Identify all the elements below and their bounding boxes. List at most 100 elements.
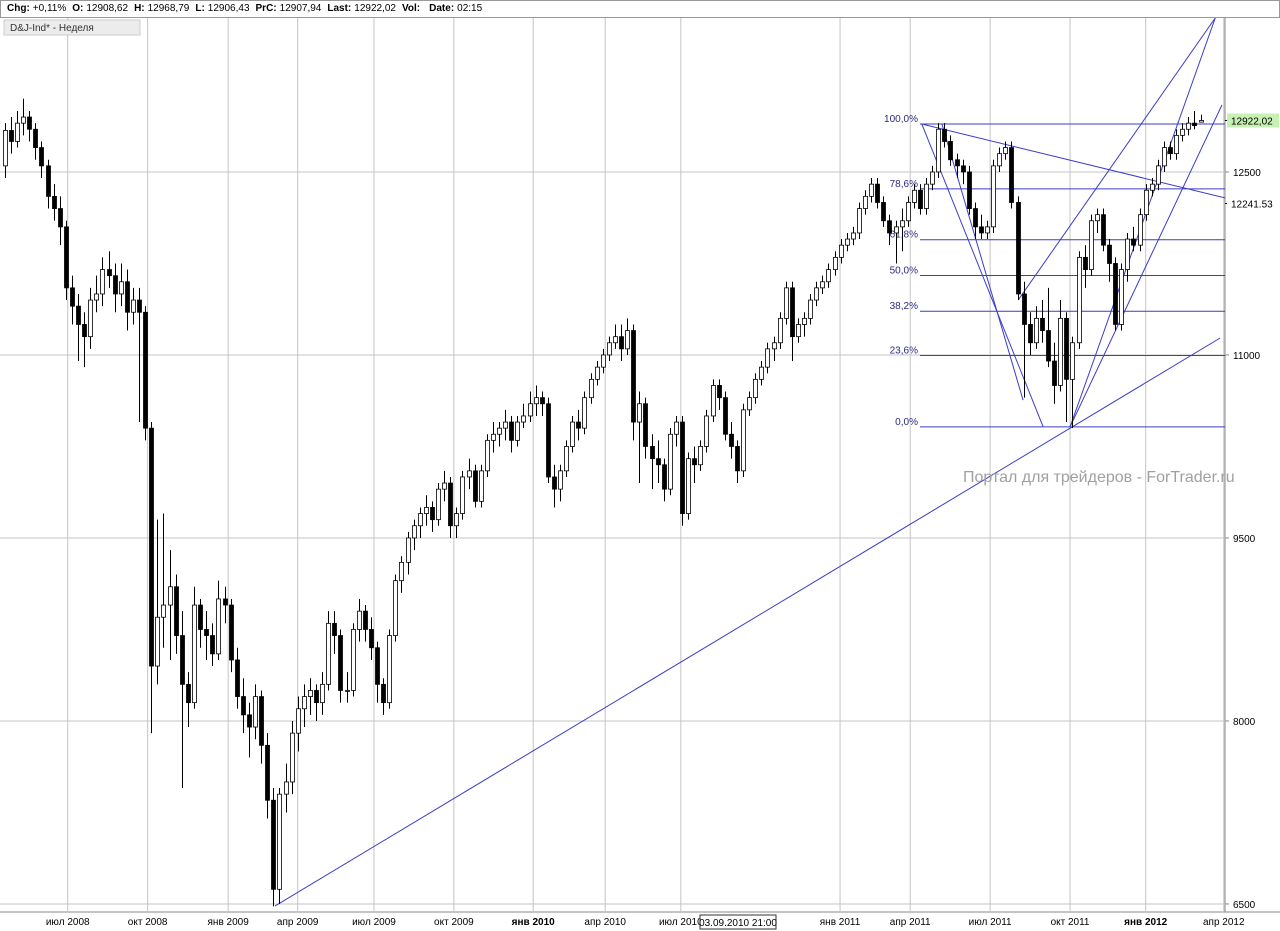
- candle-body: [9, 130, 14, 142]
- candle-body: [168, 586, 173, 606]
- header-value: 12908,62: [86, 3, 129, 14]
- candle-body: [3, 130, 8, 167]
- header-value: 12906,43: [207, 3, 250, 14]
- candle-body: [979, 226, 984, 234]
- candle-body: [357, 610, 362, 630]
- candle-body: [546, 403, 551, 478]
- candle-body: [857, 208, 862, 234]
- candle-body: [326, 622, 331, 685]
- fib-label: 50,0%: [890, 265, 918, 276]
- candle-body: [521, 415, 526, 423]
- candle-body: [479, 470, 484, 502]
- price-marker-label: 12241.53: [1231, 199, 1273, 210]
- candle-body: [399, 561, 404, 582]
- candle-body: [619, 336, 624, 350]
- candle-body: [997, 153, 1002, 167]
- x-tick-label: янв 2012: [1124, 917, 1167, 928]
- candle-body: [259, 696, 264, 746]
- candle-body: [564, 446, 569, 472]
- candle-body: [961, 165, 966, 173]
- y-tick-label: 12500: [1233, 168, 1261, 179]
- candle-body: [39, 147, 44, 167]
- candle-body: [1156, 165, 1161, 185]
- watermark: Портал для трейдеров - ForTrader.ru: [963, 469, 1235, 486]
- candle-body: [100, 269, 105, 295]
- x-tick-label: янв 2011: [820, 917, 861, 928]
- candle-body: [1119, 269, 1124, 325]
- candle-body: [820, 281, 825, 289]
- candle-body: [1009, 147, 1014, 203]
- candle-body: [784, 287, 789, 319]
- candle-body: [1101, 214, 1106, 246]
- header-value: 02:15: [457, 3, 483, 14]
- candle-body: [424, 507, 429, 514]
- candle-body: [375, 647, 380, 685]
- candle-body: [576, 421, 581, 429]
- candle-body: [790, 287, 795, 338]
- header-label: Chg:: [7, 3, 30, 14]
- candle-body: [174, 586, 179, 636]
- candle-body: [942, 128, 947, 142]
- x-tick-label: янв 2009: [208, 917, 250, 928]
- x-tick-label: окт 2008: [128, 917, 168, 928]
- price-marker-box: [1227, 113, 1279, 128]
- candle-body: [1162, 147, 1167, 167]
- candle-body: [436, 488, 441, 521]
- candle-body: [235, 659, 240, 697]
- header-bar: Chg: +0,11% O: 12908,62 H: 12968,79 L: 12906,43…: [0, 0, 1280, 18]
- candle-body: [1192, 122, 1197, 127]
- candle-body: [143, 311, 148, 429]
- candle-body: [741, 409, 746, 472]
- candle-body: [210, 635, 215, 655]
- x-tick-label: июл 2009: [352, 917, 396, 928]
- candle-body: [662, 464, 667, 490]
- header-label: H:: [134, 3, 145, 14]
- x-tick-label: янв 2010: [512, 917, 555, 928]
- candle-body: [229, 604, 234, 661]
- candle-body: [918, 189, 923, 209]
- candle-body: [155, 616, 160, 667]
- candle-body: [454, 513, 459, 527]
- trend-line: [1069, 104, 1223, 428]
- candle-body: [241, 696, 246, 716]
- candle-body: [70, 287, 75, 307]
- candle-body: [345, 690, 350, 692]
- candle-body: [711, 385, 716, 417]
- candle-body: [1174, 134, 1179, 155]
- candle-body: [631, 330, 636, 423]
- fib-label: 78,6%: [890, 179, 918, 190]
- candle-body: [1125, 238, 1130, 270]
- header-label: O:: [72, 3, 84, 14]
- candle-body: [509, 421, 514, 441]
- candle-body: [656, 458, 661, 466]
- candle-body: [643, 403, 648, 447]
- candle-body: [1046, 330, 1051, 362]
- candle-body: [473, 470, 478, 502]
- candle-body: [869, 183, 874, 197]
- candle-body: [491, 433, 496, 441]
- x-tick-label: апр 2009: [277, 917, 319, 928]
- candle-body: [137, 299, 142, 313]
- candle-body: [15, 122, 20, 142]
- candle-body: [967, 171, 972, 209]
- candle-body: [393, 580, 398, 636]
- candle-body: [216, 598, 221, 655]
- candle-body: [1040, 317, 1045, 331]
- fib-label: 38,2%: [890, 301, 918, 312]
- candle-body: [21, 116, 26, 124]
- x-tick-label: июл 2010: [659, 917, 703, 928]
- trend-line: [1017, 18, 1216, 301]
- candle-body: [180, 635, 185, 685]
- candle-body: [601, 354, 606, 368]
- candle-body: [528, 403, 533, 417]
- candle-body: [460, 476, 465, 514]
- candle-body: [467, 470, 472, 478]
- candle-body: [247, 714, 252, 728]
- candle-body: [412, 525, 417, 539]
- x-tick-label: апр 2012: [1203, 917, 1245, 928]
- candle-body: [33, 128, 38, 148]
- fib-label: 100,0%: [884, 114, 918, 125]
- candle-body: [64, 226, 69, 289]
